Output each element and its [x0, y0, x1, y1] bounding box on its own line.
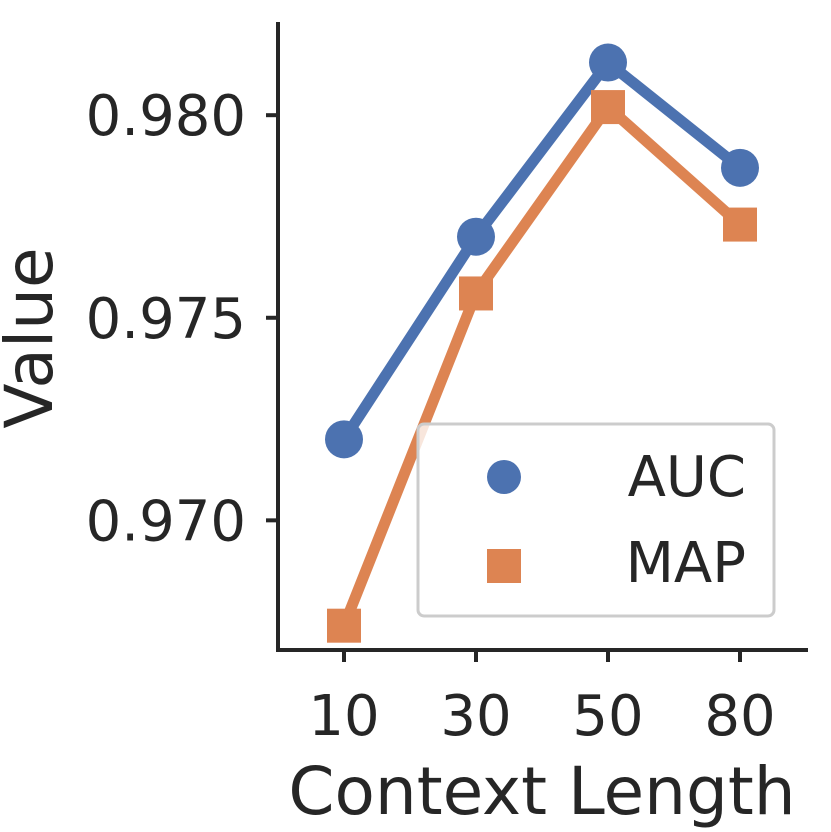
- data-point-auc: [325, 420, 363, 459]
- series-lines: [338, 57, 746, 632]
- series-line-map: [338, 101, 746, 632]
- y-tick-label: 0.975: [86, 287, 246, 352]
- x-tick-label: 50: [572, 684, 643, 749]
- series-markers: [325, 43, 759, 643]
- y-tick-label: 0.970: [86, 489, 246, 554]
- x-tick-label: 30: [440, 684, 511, 749]
- legend: AUC MAP: [416, 422, 776, 618]
- x-tick-label: 80: [704, 684, 775, 749]
- y-axis-title: Value: [0, 247, 68, 428]
- x-tick-label: 10: [308, 684, 379, 749]
- data-point-map: [591, 90, 625, 125]
- legend-marker-map: [487, 549, 521, 583]
- data-point-auc: [457, 217, 495, 256]
- data-point-map: [327, 608, 361, 643]
- data-point-map: [723, 207, 757, 242]
- x-axis-title: Context Length: [288, 753, 795, 830]
- y-tick-label: 0.980: [86, 84, 246, 149]
- legend-label-map: MAP: [626, 531, 746, 596]
- legend-marker-auc: [487, 460, 521, 494]
- data-point-map: [459, 276, 493, 311]
- axes: [276, 22, 808, 652]
- x-ticks: 10 30 50 80: [308, 650, 776, 749]
- series-line-auc: [338, 57, 746, 445]
- legend-label-auc: AUC: [628, 445, 746, 510]
- y-ticks: 0.970 0.975 0.980: [86, 84, 278, 554]
- data-point-auc: [721, 148, 759, 187]
- data-point-auc: [589, 43, 627, 82]
